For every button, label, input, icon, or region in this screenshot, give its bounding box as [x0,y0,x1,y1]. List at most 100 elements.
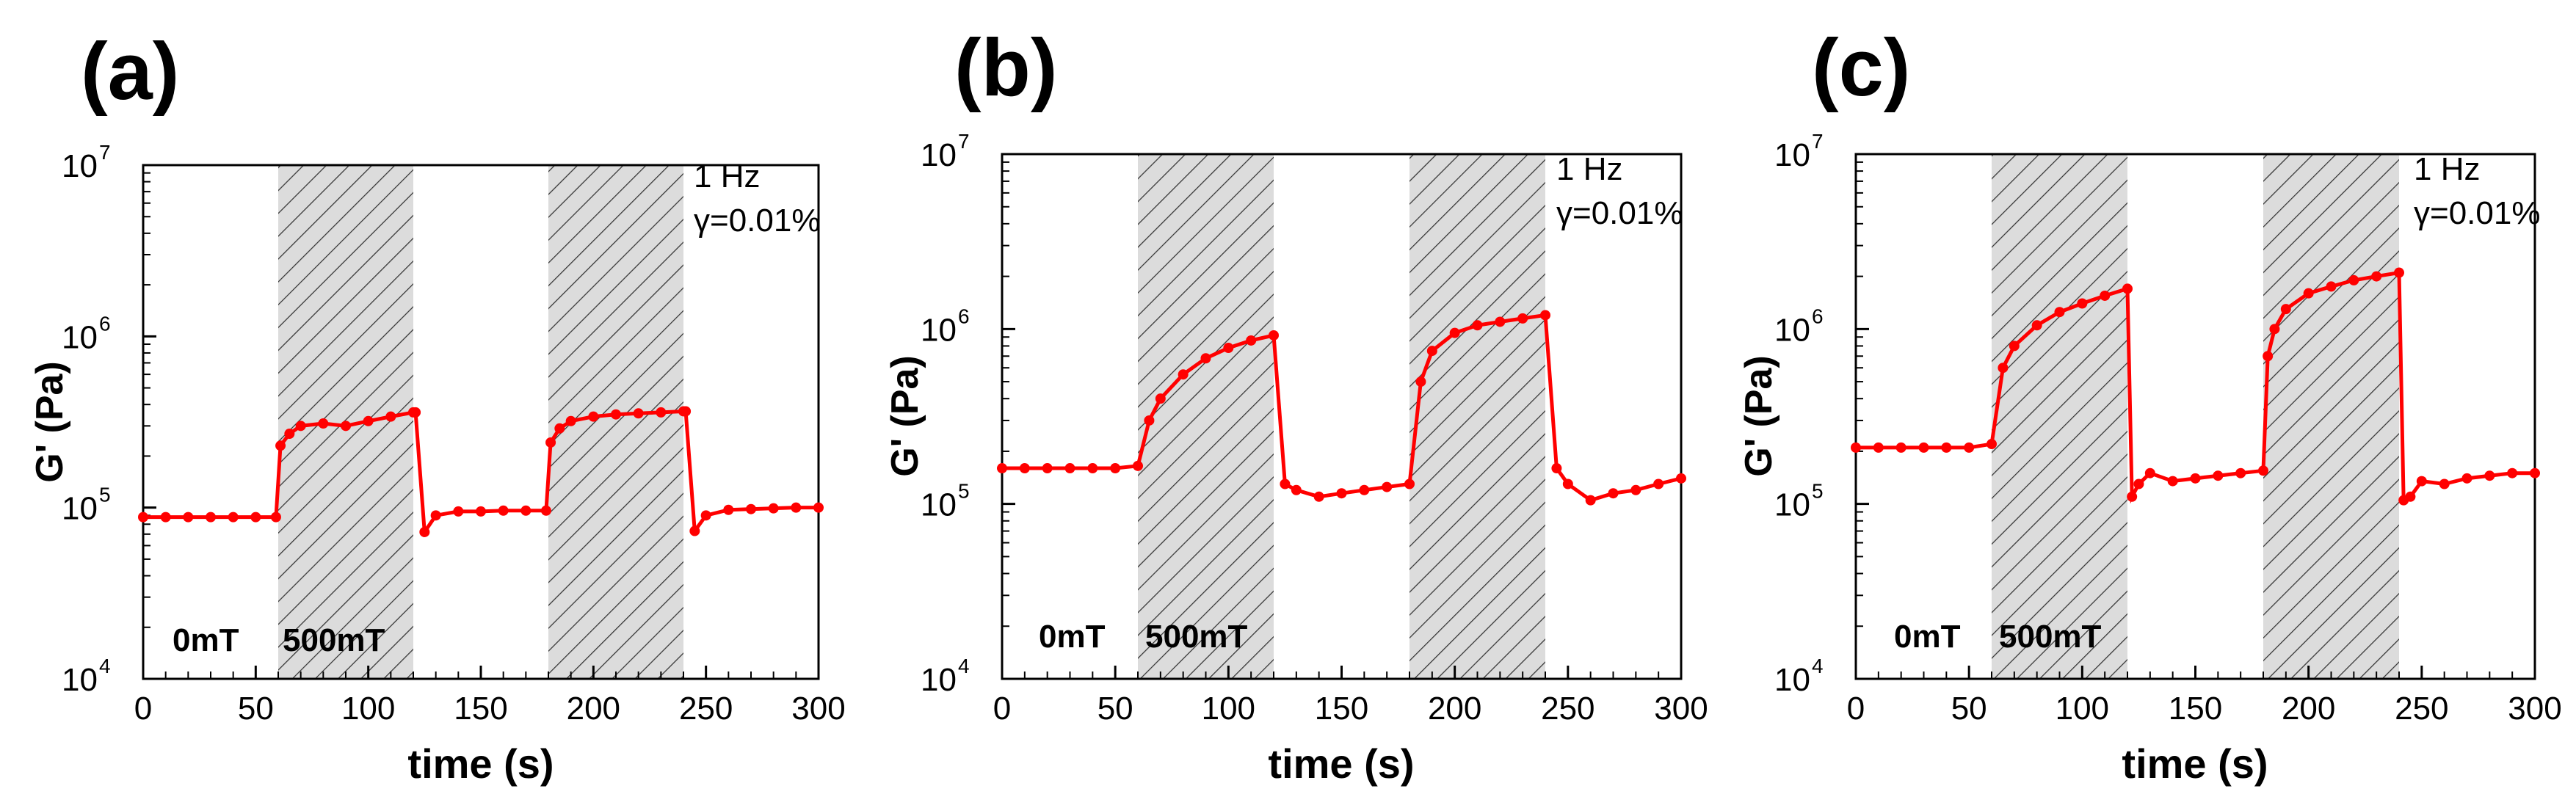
field-on-region-1 [1138,154,1274,679]
data-point [1178,369,1189,380]
field-label-0mt: 0mT [173,622,239,658]
data-point [2263,351,2274,362]
data-point [540,505,551,516]
data-point [1144,415,1155,426]
y-tick-label: 10 [921,662,957,698]
panel-label: (a) [81,26,179,117]
strain-note: γ=0.01% [694,203,820,239]
data-point [2507,467,2518,478]
data-point [2100,290,2111,301]
data-point [2405,491,2416,502]
series-gprime [1851,267,2540,506]
field-label-0mt: 0mT [1894,619,1961,655]
y-tick-label: 10 [1774,312,1810,348]
field-on-regions [1992,154,2399,679]
frequency-note: 1 Hz [2414,151,2480,187]
plot-frame [1854,153,2536,680]
data-point [2269,324,2280,335]
field-on-regions [278,165,683,679]
x-tick-label: 150 [454,691,507,727]
data-point [2213,470,2224,481]
data-point [1851,442,1861,453]
data-point [2235,467,2246,478]
data-point [681,406,692,417]
series-line [1856,270,2535,504]
frequency-note: 1 Hz [694,159,760,194]
data-point [1382,481,1393,492]
data-point [1449,327,1460,338]
data-point [275,440,286,451]
data-point [2303,288,2314,299]
panel-label: (c) [1812,23,1910,113]
data-point [1404,478,1415,489]
x-axis-title: time (s) [2122,740,2268,787]
data-point [723,504,734,515]
data-point [250,512,261,523]
data-point [1551,463,1562,474]
data-point [1472,320,1483,331]
data-point [2031,320,2042,331]
data-point [183,512,194,523]
field-label-0mt: 0mT [1039,619,1106,655]
data-point [2439,478,2450,489]
field-label-500mt: 500mT [1145,619,1248,655]
field-label-500mt: 500mT [283,622,385,658]
x-tick-label: 250 [1541,691,1594,727]
data-point [1019,463,1030,474]
x-tick-label: 250 [2395,691,2448,727]
data-point [1246,335,1257,346]
data-point [410,407,421,418]
y-tick-exponent: 7 [1812,130,1824,153]
y-tick-exponent: 5 [1812,480,1824,503]
data-point [1873,442,1884,453]
data-point [295,421,306,432]
data-point [1223,343,1234,354]
data-point [2009,341,2020,352]
data-point [1895,442,1906,453]
data-point [2416,476,2427,487]
x-axis-title: time (s) [407,740,554,787]
x-tick-label: 0 [134,691,152,727]
data-point [611,409,621,420]
data-point [2167,476,2178,487]
data-point [1426,346,1437,357]
data-point [2122,283,2133,294]
x-tick-label: 0 [993,691,1011,727]
y-tick-label: 10 [1774,662,1810,698]
data-point [206,512,216,523]
strain-note: γ=0.01% [2414,195,2540,231]
data-point [2461,473,2472,484]
series-line [1002,313,1682,503]
y-tick-exponent: 6 [99,312,111,335]
strain-note: γ=0.01% [1556,195,1683,231]
y-tick-label: 10 [921,312,957,348]
field-label-500mt: 500mT [1999,619,2102,655]
panel-label: (b) [954,23,1057,113]
data-point [1200,353,1211,364]
y-tick-label: 10 [62,662,98,698]
x-tick-label: 150 [1315,691,1368,727]
data-point [2054,307,2065,318]
field-on-region-2 [1409,154,1545,679]
data-point [476,506,486,517]
field-on-region-1 [1992,154,2127,679]
y-tick-exponent: 6 [958,305,970,327]
data-point [1918,442,1929,453]
x-tick-label: 200 [1428,691,1481,727]
y-tick-label: 10 [921,487,957,523]
data-point [633,408,644,419]
data-point [1630,484,1641,495]
data-point [2258,465,2268,476]
data-point [160,512,171,523]
frequency-note: 1 Hz [1556,151,1622,187]
y-tick-exponent: 4 [1812,655,1824,677]
x-tick-label: 200 [567,691,620,727]
data-point [1415,376,1426,387]
data-point [2484,470,2495,481]
data-point [700,510,711,521]
data-point [1987,439,1997,450]
data-point [2190,473,2201,484]
x-tick-label: 300 [1654,691,1708,727]
